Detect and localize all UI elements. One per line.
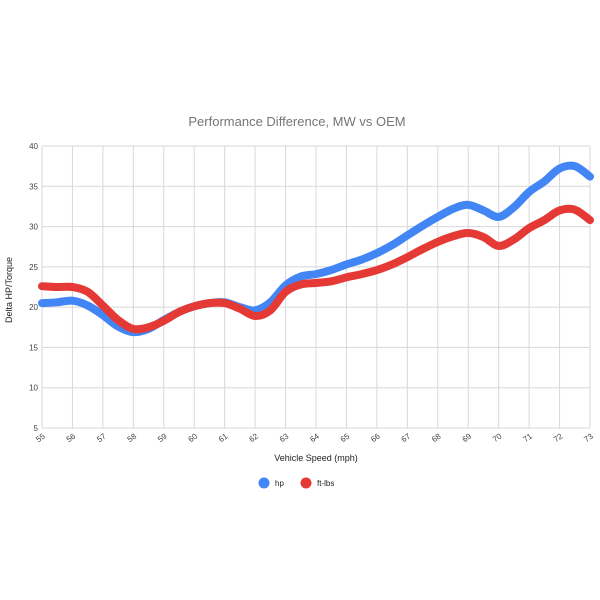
- y-tick-label: 15: [29, 343, 38, 352]
- legend: hp ft-lbs: [258, 477, 334, 489]
- x-tick-label: 69: [461, 431, 474, 444]
- y-tick-labels: 5 10 15 20 25 30 35 40: [29, 142, 38, 433]
- x-tick-label: 67: [400, 431, 413, 444]
- x-tick-label: 62: [247, 431, 260, 444]
- y-tick-label: 10: [29, 384, 38, 393]
- x-tick-label: 63: [278, 431, 291, 444]
- y-axis-label: Delta HP/Torque: [4, 257, 14, 323]
- legend-label-ft-lbs: ft-lbs: [317, 479, 334, 488]
- x-tick-label: 61: [217, 431, 230, 444]
- x-tick-label: 72: [552, 431, 565, 444]
- x-tick-label: 66: [369, 431, 382, 444]
- x-tick-label: 58: [126, 431, 139, 444]
- series-line-ft-lbs: [38, 204, 594, 334]
- x-tick-label: 56: [65, 431, 78, 444]
- x-tick-label: 65: [339, 431, 352, 444]
- x-tick-label: 59: [156, 431, 169, 444]
- x-axis-label: Vehicle Speed (mph): [274, 453, 358, 463]
- x-tick-label: 60: [187, 431, 200, 444]
- x-tick-label: 70: [491, 431, 504, 444]
- legend-marker-hp: [258, 477, 270, 489]
- x-tick-label: 68: [430, 431, 443, 444]
- y-tick-label: 25: [29, 263, 38, 272]
- y-tick-label: 5: [34, 424, 39, 433]
- x-tick-labels: 55 56 57 58 59 60 61 62 63 64 65 66 67 68 69 70 71 72 73: [34, 431, 595, 444]
- legend-marker-ft-lbs: [300, 477, 312, 489]
- legend-label-hp: hp: [275, 479, 284, 488]
- x-tick-label: 73: [582, 431, 595, 444]
- x-tick-label: 64: [308, 431, 321, 444]
- y-tick-label: 35: [29, 182, 38, 191]
- series-group: [38, 161, 594, 337]
- grid: [41, 145, 591, 429]
- x-tick-label: 71: [521, 431, 534, 444]
- x-tick-label: 57: [95, 431, 108, 444]
- y-tick-label: 40: [29, 142, 38, 151]
- y-tick-label: 20: [29, 303, 38, 312]
- chart-title: Performance Difference, MW vs OEM: [188, 114, 405, 129]
- y-tick-label: 30: [29, 223, 38, 232]
- x-tick-label: 55: [34, 431, 47, 444]
